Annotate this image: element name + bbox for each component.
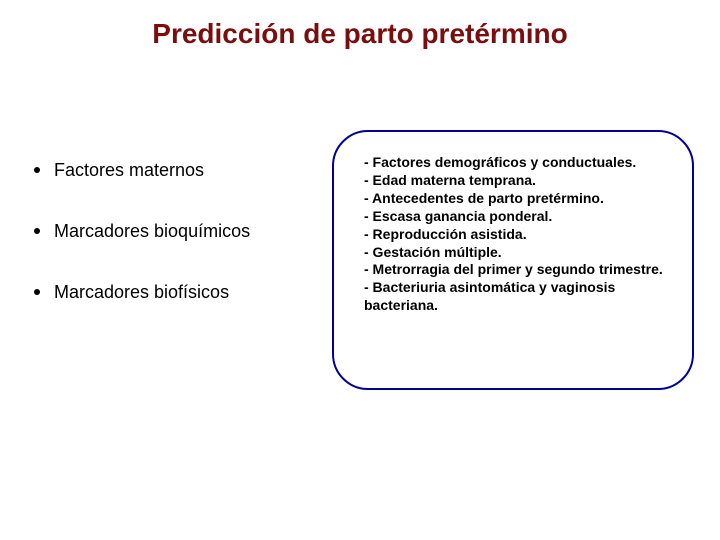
detail-line: - Edad materna temprana. [364,172,666,190]
detail-line: - Gestación múltiple. [364,244,666,262]
detail-line: - Metrorragia del primer y segundo trime… [364,261,666,279]
list-item: Factores maternos [34,160,324,181]
slide-title: Predicción de parto pretérmino [0,18,720,50]
list-item: Marcadores bioquímicos [34,221,324,242]
bullet-icon [34,167,40,173]
callout-bubble: - Factores demográficos y conductuales. … [332,130,694,390]
detail-line: - Escasa ganancia ponderal. [364,208,666,226]
bullet-list: Factores maternos Marcadores bioquímicos… [34,160,324,343]
detail-line: - Factores demográficos y conductuales. [364,154,666,172]
bullet-label: Marcadores bioquímicos [54,221,250,242]
bullet-label: Marcadores biofísicos [54,282,229,303]
detail-line: - Reproducción asistida. [364,226,666,244]
bullet-icon [34,289,40,295]
detail-line: - Antecedentes de parto pretérmino. [364,190,666,208]
detail-line: - Bacteriuria asintomática y vaginosis b… [364,279,666,315]
list-item: Marcadores biofísicos [34,282,324,303]
bullet-icon [34,228,40,234]
bullet-label: Factores maternos [54,160,204,181]
